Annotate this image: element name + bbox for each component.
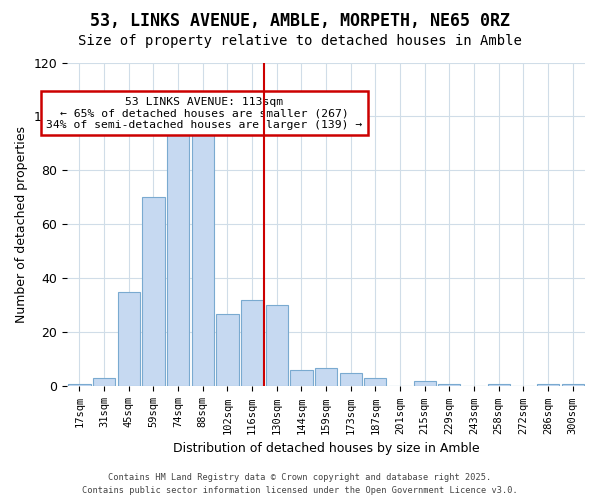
Bar bbox=[290, 370, 313, 386]
Bar bbox=[191, 130, 214, 386]
Y-axis label: Number of detached properties: Number of detached properties bbox=[15, 126, 28, 323]
Text: 53 LINKS AVENUE: 113sqm
← 65% of detached houses are smaller (267)
34% of semi-d: 53 LINKS AVENUE: 113sqm ← 65% of detache… bbox=[46, 96, 362, 130]
Bar bbox=[413, 381, 436, 386]
Bar bbox=[142, 198, 164, 386]
Bar bbox=[167, 128, 189, 386]
Bar bbox=[340, 373, 362, 386]
Bar bbox=[241, 300, 263, 386]
Bar bbox=[315, 368, 337, 386]
Bar bbox=[217, 314, 239, 386]
Text: 53, LINKS AVENUE, AMBLE, MORPETH, NE65 0RZ: 53, LINKS AVENUE, AMBLE, MORPETH, NE65 0… bbox=[90, 12, 510, 30]
Bar bbox=[562, 384, 584, 386]
Text: Size of property relative to detached houses in Amble: Size of property relative to detached ho… bbox=[78, 34, 522, 48]
Bar bbox=[93, 378, 115, 386]
Bar bbox=[537, 384, 559, 386]
Bar bbox=[266, 306, 288, 386]
Bar bbox=[488, 384, 510, 386]
Bar bbox=[118, 292, 140, 386]
Bar bbox=[438, 384, 460, 386]
Bar bbox=[68, 384, 91, 386]
Text: Contains HM Land Registry data © Crown copyright and database right 2025.
Contai: Contains HM Land Registry data © Crown c… bbox=[82, 474, 518, 495]
X-axis label: Distribution of detached houses by size in Amble: Distribution of detached houses by size … bbox=[173, 442, 479, 455]
Bar bbox=[364, 378, 386, 386]
